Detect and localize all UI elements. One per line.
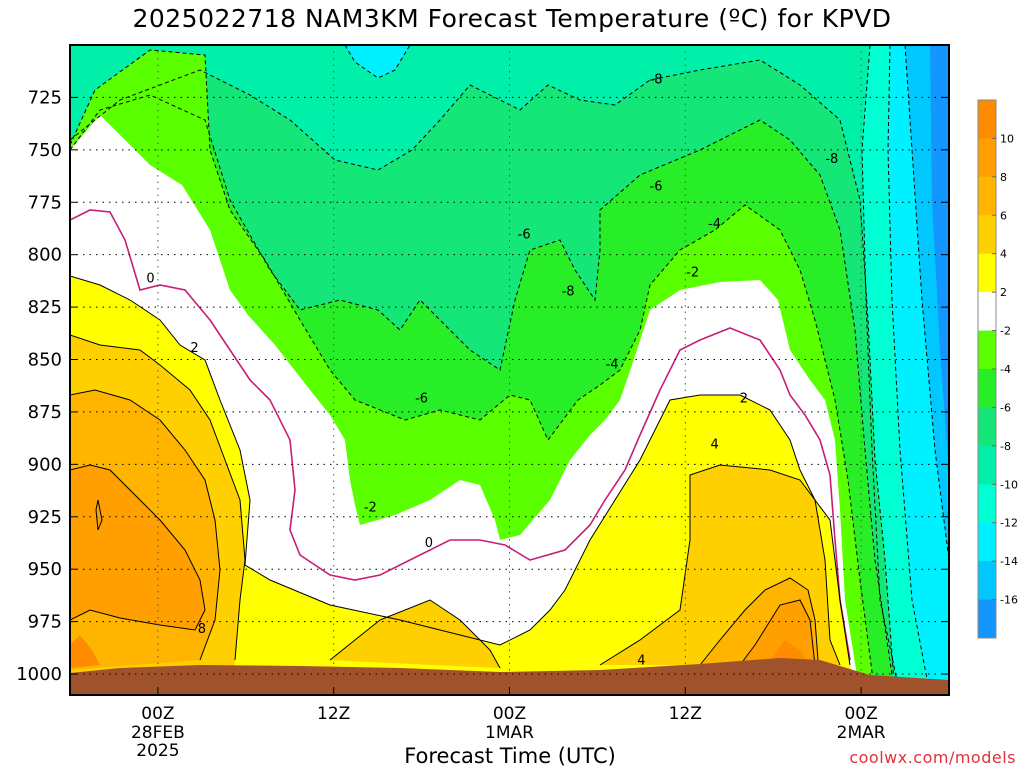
- colorbar-swatch: [978, 138, 996, 178]
- y-tick-label: 900: [28, 454, 62, 475]
- colorbar-label: -8: [1000, 440, 1011, 453]
- chart-title: 2025022718 NAM3KM Forecast Temperature (…: [132, 4, 892, 33]
- y-tick-label: 800: [28, 245, 62, 266]
- contour-label: 8: [198, 622, 206, 637]
- x-axis-label: Forecast Time (UTC): [404, 744, 616, 768]
- x-tick-label: 00Z: [141, 704, 174, 724]
- colorbar-swatch: [978, 484, 996, 524]
- colorbar-swatch: [978, 599, 996, 639]
- temp-region-pos10: [70, 635, 100, 668]
- temp-region-neg14-blob: [345, 45, 410, 78]
- x-tick-sublabel: 28FEB: [131, 723, 185, 743]
- colorbar-label: 4: [1000, 248, 1007, 261]
- colorbar-label: -14: [1000, 555, 1018, 568]
- colorbar-swatch: [978, 176, 996, 216]
- colorbar-swatch: [978, 215, 996, 255]
- contour-label: -8: [562, 284, 575, 299]
- contour-label: -4: [708, 217, 721, 232]
- colorbar-label: 8: [1000, 171, 1007, 184]
- contour-label: -6: [650, 179, 663, 194]
- colorbar-swatch: [978, 445, 996, 485]
- contour-label: 4: [637, 653, 645, 668]
- colorbar: 10 8 6 4 2 -2 -4 -6 -8 -10 -12 -14 -16: [977, 99, 1018, 639]
- x-tick-label: 12Z: [317, 704, 350, 724]
- colorbar-label: 2: [1000, 286, 1007, 299]
- y-tick-label: 925: [28, 507, 62, 528]
- contour-label: -8: [650, 73, 663, 88]
- colorbar-label: -4: [1000, 363, 1011, 376]
- contour-label: -2: [686, 265, 699, 280]
- negative-isotherms: [70, 45, 949, 695]
- credit-text: coolwx.com/models: [849, 748, 1016, 767]
- zero-isotherm: [70, 209, 851, 661]
- y-tick-labels: 725 750 775 800 825 850 875 900 925 950 975 1000: [16, 87, 62, 685]
- y-tick-label: 725: [28, 87, 62, 108]
- x-tick-sublabel: 1MAR: [485, 723, 534, 743]
- y-tick-label: 850: [28, 350, 62, 371]
- temp-region-neg18: [930, 45, 949, 470]
- x-tick-label: 00Z: [844, 704, 877, 724]
- x-tick-label: 12Z: [669, 704, 702, 724]
- contour-label: -2: [364, 500, 377, 515]
- temp-region-pos2: [70, 276, 855, 695]
- colorbar-swatch: [978, 561, 996, 601]
- contour-label: 0: [146, 272, 154, 287]
- temp-region-pos8: [70, 465, 205, 630]
- colorbar-swatch: [978, 330, 996, 370]
- colorbar-swatch: [978, 407, 996, 447]
- colorbar-label: -2: [1000, 325, 1011, 338]
- axis-ticks: [70, 96, 949, 695]
- contour-label: 2: [190, 341, 198, 356]
- contour-label: 2: [740, 391, 748, 406]
- colorbar-swatch: [978, 292, 996, 332]
- y-tick-label: 1000: [16, 664, 62, 685]
- y-tick-label: 750: [28, 140, 62, 161]
- contour-label: -4: [606, 358, 619, 373]
- colorbar-label: 6: [1000, 209, 1007, 222]
- plot-frame: [69, 44, 950, 696]
- colorbar-swatch: [978, 100, 996, 139]
- positive-isotherms: [70, 275, 851, 669]
- y-tick-label: 875: [28, 402, 62, 423]
- colorbar-label: -12: [1000, 517, 1018, 530]
- gridlines: [70, 45, 949, 695]
- colorbar-label: 10: [1000, 132, 1014, 145]
- colorbar-swatch: [978, 369, 996, 408]
- colorbar-swatch: [978, 522, 996, 562]
- x-tick-sublabel: 2MAR: [837, 723, 886, 743]
- colorbar-label: -6: [1000, 401, 1011, 414]
- y-tick-label: 825: [28, 297, 62, 318]
- contour-label: 0: [425, 536, 433, 551]
- contour-label: -6: [518, 228, 531, 243]
- contour-labels: 0 2 -2 0 -6 -6 -8 -4 -8 -6 -2 -4 2 4 4 8 -8: [146, 73, 838, 669]
- temp-region-pos4-south: [330, 600, 500, 668]
- contour-label: -8: [825, 152, 838, 167]
- contour-label: -6: [415, 391, 428, 406]
- temp-region-pos10-east: [770, 640, 808, 662]
- contour-label: 4: [710, 437, 718, 452]
- colorbar-label: -16: [1000, 594, 1018, 607]
- colorbar-swatch: [978, 253, 996, 293]
- x-tick-sublabel: 2025: [136, 741, 179, 761]
- x-tick-label: 00Z: [493, 704, 526, 724]
- y-tick-label: 975: [28, 612, 62, 633]
- y-tick-label: 950: [28, 559, 62, 580]
- colorbar-label: -10: [1000, 478, 1018, 491]
- y-tick-label: 775: [28, 192, 62, 213]
